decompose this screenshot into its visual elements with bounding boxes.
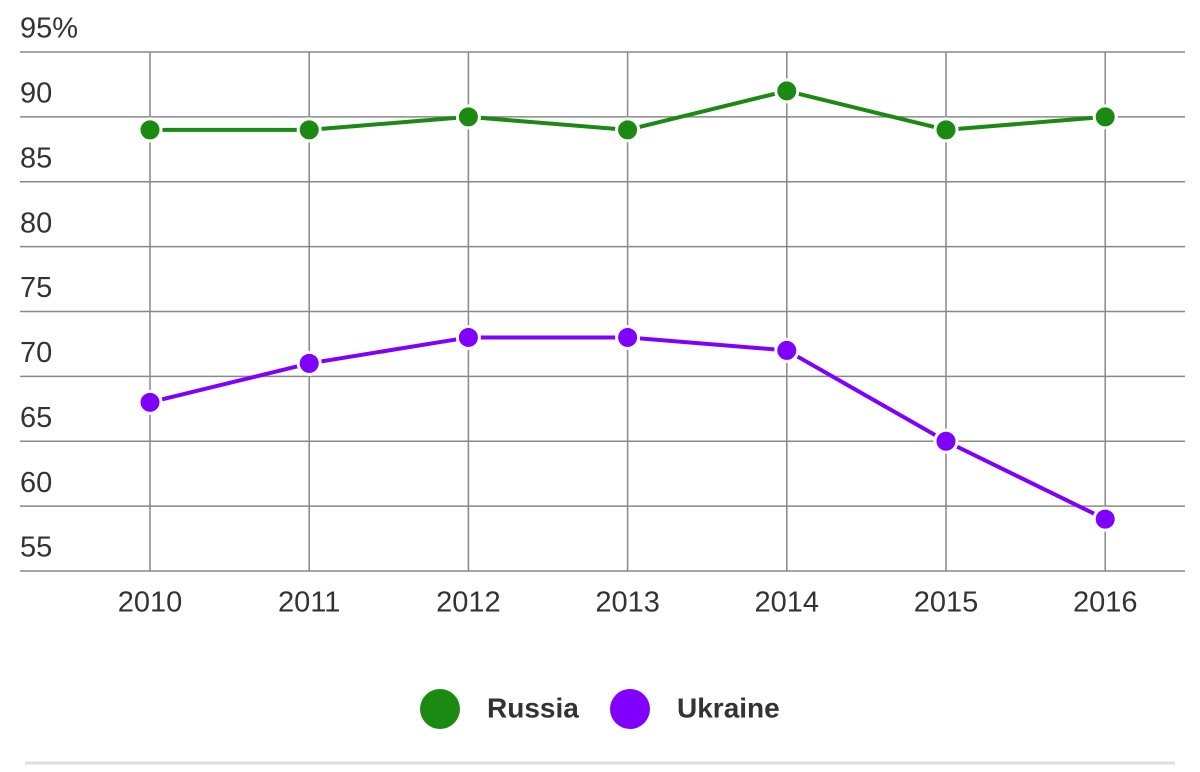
x-tick-label: 2012 — [436, 587, 501, 619]
legend-swatch — [610, 689, 650, 729]
legend-label: Ukraine — [677, 692, 780, 723]
data-point — [774, 78, 800, 104]
data-point — [615, 117, 641, 143]
data-point — [137, 389, 163, 415]
data-point — [455, 104, 481, 130]
y-tick-label: 65 — [20, 402, 52, 434]
data-point — [774, 337, 800, 363]
y-tick-label: 90 — [20, 78, 52, 110]
x-tick-label: 2011 — [278, 587, 340, 619]
data-point — [933, 117, 959, 143]
legend-swatch — [420, 689, 460, 729]
data-point — [137, 117, 163, 143]
x-tick-label: 2010 — [118, 587, 183, 619]
data-point — [455, 324, 481, 350]
data-point — [296, 117, 322, 143]
x-tick-label: 2015 — [914, 587, 979, 619]
y-tick-label: 95% — [20, 13, 78, 45]
y-tick-label: 85 — [20, 142, 52, 174]
y-tick-label: 55 — [20, 532, 52, 564]
x-tick-label: 2016 — [1073, 587, 1138, 619]
x-tick-label: 2014 — [755, 587, 820, 619]
y-tick-label: 70 — [20, 337, 52, 369]
y-tick-label: 80 — [20, 207, 52, 239]
x-tick-label: 2013 — [595, 587, 660, 619]
y-tick-label: 60 — [20, 467, 52, 499]
data-point — [933, 428, 959, 454]
data-point — [1092, 506, 1118, 532]
data-point — [615, 324, 641, 350]
data-point — [1092, 104, 1118, 130]
data-point — [296, 350, 322, 376]
y-tick-label: 75 — [20, 272, 52, 304]
legend-label: Russia — [487, 692, 579, 723]
